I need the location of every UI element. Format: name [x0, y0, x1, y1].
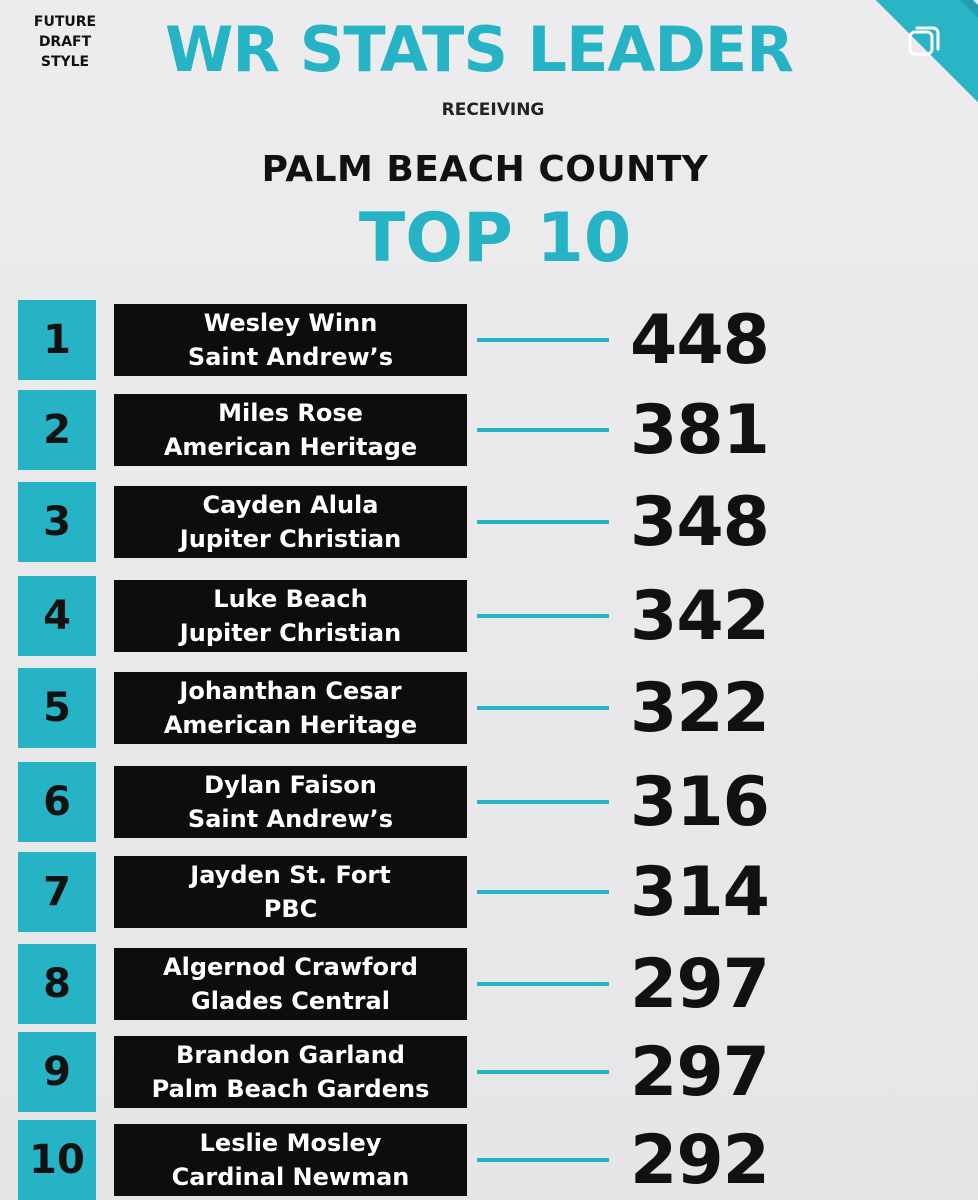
leaderboard-row: 5 Johanthan Cesar American Heritage 322: [0, 668, 978, 748]
player-card: Luke Beach Jupiter Christian: [114, 580, 467, 652]
stat-value: 314: [630, 852, 770, 932]
stat-value: 381: [630, 390, 770, 470]
connector-line: [477, 614, 609, 618]
player-card: Leslie Mosley Cardinal Newman: [114, 1124, 467, 1196]
leaderboard-row: 10 Leslie Mosley Cardinal Newman 292: [0, 1120, 978, 1200]
player-card: Miles Rose American Heritage: [114, 394, 467, 466]
rank-badge: 5: [18, 668, 96, 748]
leaderboard-row: 3 Cayden Alula Jupiter Christian 348: [0, 482, 978, 562]
connector-line: [477, 706, 609, 710]
corner-decoration: [858, 0, 978, 120]
player-card: Dylan Faison Saint Andrew’s: [114, 766, 467, 838]
brand-line: FUTURE: [33, 14, 97, 30]
rank-badge: 10: [18, 1120, 96, 1200]
stat-value: 292: [630, 1120, 770, 1200]
player-school: Glades Central: [191, 987, 390, 1015]
player-name: Cayden Alula: [202, 491, 379, 519]
connector-line: [477, 982, 609, 986]
player-name: Wesley Winn: [203, 309, 378, 337]
rank-badge: 2: [18, 390, 96, 470]
player-name: Miles Rose: [218, 399, 363, 427]
connector-line: [477, 520, 609, 524]
player-card: Johanthan Cesar American Heritage: [114, 672, 467, 744]
brand-logo: FUTURE DRAFT STYLE: [22, 12, 108, 72]
repost-icon[interactable]: [906, 24, 942, 60]
leaderboard-row: 6 Dylan Faison Saint Andrew’s 316: [0, 762, 978, 842]
player-card: Brandon Garland Palm Beach Gardens: [114, 1036, 467, 1108]
leaderboard-row: 1 Wesley Winn Saint Andrew’s 448: [0, 300, 978, 380]
region-heading-text: PALM BEACH COUNTY: [261, 149, 709, 190]
player-name: Algernod Crawford: [163, 953, 418, 981]
player-school: Palm Beach Gardens: [151, 1075, 430, 1103]
rank-badge: 7: [18, 852, 96, 932]
page-subtitle: RECEIVING: [0, 100, 978, 120]
stat-value: 448: [630, 300, 770, 380]
player-card: Algernod Crawford Glades Central: [114, 948, 467, 1020]
player-school: PBC: [263, 895, 318, 923]
connector-line: [477, 890, 609, 894]
player-school: American Heritage: [163, 711, 418, 739]
rank-badge: 1: [18, 300, 96, 380]
stat-value: 348: [630, 482, 770, 562]
rank-badge: 3: [18, 482, 96, 562]
rank-badge: 4: [18, 576, 96, 656]
player-school: Jupiter Christian: [179, 619, 402, 647]
stat-value: 297: [630, 944, 770, 1024]
region-heading: PALM BEACH COUNTY: [0, 146, 978, 194]
player-school: Saint Andrew’s: [187, 343, 394, 371]
player-name: Johanthan Cesar: [179, 677, 402, 705]
ranking-heading: TOP 10: [0, 196, 978, 282]
connector-line: [477, 1070, 609, 1074]
leaderboard-row: 7 Jayden St. Fort PBC 314: [0, 852, 978, 932]
player-card: Cayden Alula Jupiter Christian: [114, 486, 467, 558]
brand-line: STYLE: [40, 54, 90, 70]
rank-badge: 8: [18, 944, 96, 1024]
connector-line: [477, 1158, 609, 1162]
stat-value: 342: [630, 576, 770, 656]
leaderboard-row: 9 Brandon Garland Palm Beach Gardens 297: [0, 1032, 978, 1112]
leaderboard-row: 2 Miles Rose American Heritage 381: [0, 390, 978, 470]
player-school: Jupiter Christian: [179, 525, 402, 553]
stat-value: 322: [630, 668, 770, 748]
player-name: Luke Beach: [213, 585, 368, 613]
page-subtitle-text: RECEIVING: [441, 100, 545, 120]
connector-line: [477, 800, 609, 804]
player-name: Brandon Garland: [176, 1041, 405, 1069]
player-school: American Heritage: [163, 433, 418, 461]
player-card: Wesley Winn Saint Andrew’s: [114, 304, 467, 376]
ranking-heading-text: TOP 10: [358, 199, 632, 278]
player-name: Dylan Faison: [204, 771, 377, 799]
page-title: WR STATS LEADER: [0, 10, 978, 90]
player-name: Leslie Mosley: [199, 1129, 382, 1157]
rank-badge: 6: [18, 762, 96, 842]
player-school: Saint Andrew’s: [187, 805, 394, 833]
connector-line: [477, 338, 609, 342]
leaderboard-row: 8 Algernod Crawford Glades Central 297: [0, 944, 978, 1024]
connector-line: [477, 428, 609, 432]
page-title-text: WR STATS LEADER: [165, 13, 794, 86]
player-school: Cardinal Newman: [171, 1163, 410, 1191]
brand-line: DRAFT: [38, 34, 92, 50]
stat-value: 297: [630, 1032, 770, 1112]
stat-value: 316: [630, 762, 770, 842]
player-name: Jayden St. Fort: [190, 861, 391, 889]
player-card: Jayden St. Fort PBC: [114, 856, 467, 928]
rank-badge: 9: [18, 1032, 96, 1112]
leaderboard-row: 4 Luke Beach Jupiter Christian 342: [0, 576, 978, 656]
